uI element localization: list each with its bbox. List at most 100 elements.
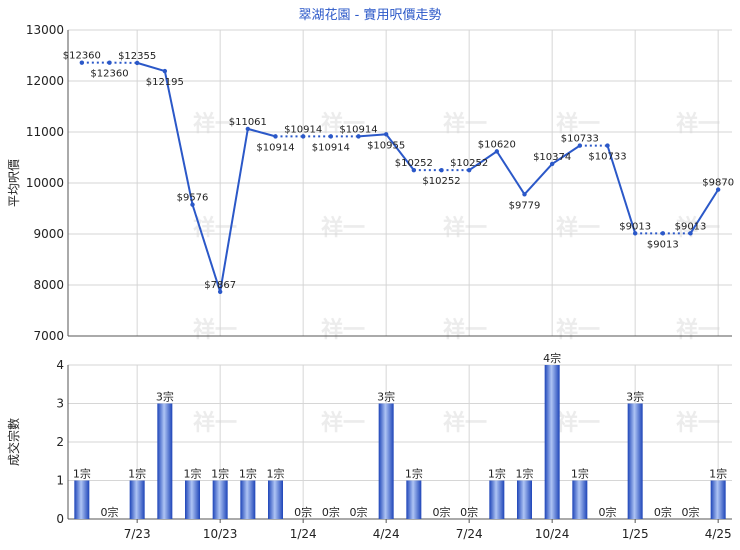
bar bbox=[268, 480, 283, 519]
watermark-text: 祥一 bbox=[443, 215, 487, 241]
bar bbox=[517, 480, 532, 519]
series-line-segment bbox=[689, 189, 720, 234]
watermark-text: 祥一 bbox=[443, 111, 487, 137]
x-tick-label: 7/23 bbox=[124, 527, 151, 541]
bar-value-label: 1宗 bbox=[211, 467, 229, 481]
y-tick-label: 0 bbox=[56, 512, 64, 526]
watermark-text: 祥一 bbox=[321, 317, 365, 343]
y-tick-label: 10000 bbox=[26, 176, 64, 190]
bar-value-label: 0宗 bbox=[101, 505, 119, 519]
y-tick-label: 11000 bbox=[26, 125, 64, 139]
data-point bbox=[549, 161, 555, 167]
watermark-text: 祥一 bbox=[443, 410, 487, 436]
bar-value-label: 0宗 bbox=[460, 505, 478, 519]
data-label: $9013 bbox=[619, 221, 651, 232]
bar-value-label: 0宗 bbox=[599, 505, 617, 519]
bar-value-label: 0宗 bbox=[682, 505, 700, 519]
bar-value-label: 1宗 bbox=[516, 467, 534, 481]
series-line-segment bbox=[495, 150, 526, 195]
x-tick-label: 7/24 bbox=[456, 527, 483, 541]
data-label: $10620 bbox=[478, 139, 516, 150]
series-line-segment bbox=[358, 133, 387, 138]
data-point bbox=[605, 143, 610, 148]
bar-value-label: 1宗 bbox=[571, 467, 589, 481]
watermark-text: 祥一 bbox=[443, 317, 487, 343]
series-line-segment bbox=[551, 144, 581, 165]
data-point bbox=[356, 134, 361, 139]
data-point bbox=[632, 231, 638, 236]
x-tick-label: 4/24 bbox=[373, 527, 400, 541]
chart-title: 翠湖花園 - 實用呎價走勢 bbox=[299, 7, 442, 23]
series-line-segment bbox=[191, 204, 222, 293]
data-label: $10914 bbox=[256, 142, 294, 153]
x-tick-label: 1/25 bbox=[622, 527, 649, 541]
transactions-bar-chart: 0 1 2 3 4 成交宗數 1宗 0宗 1宗 3宗 1宗 1宗 1宗 1宗 0宗 0宗 0宗 3宗 1宗 0宗 0宗 1… bbox=[6, 351, 732, 541]
y-tick-label: 4 bbox=[56, 358, 64, 372]
data-label: $10252 bbox=[395, 158, 433, 169]
y-tick-label: 2 bbox=[56, 435, 64, 449]
bar-value-label: 1宗 bbox=[184, 467, 202, 481]
series-line-segment bbox=[385, 133, 415, 171]
data-point bbox=[466, 167, 472, 173]
watermark-text: 祥一 bbox=[556, 317, 600, 343]
watermark-text: 祥一 bbox=[556, 215, 600, 241]
y-axis-title: 成交宗數 bbox=[6, 418, 21, 466]
bar-value-label: 0宗 bbox=[294, 505, 312, 519]
watermark-text: 祥一 bbox=[321, 215, 365, 241]
y-tick-label: 8000 bbox=[33, 278, 64, 292]
series-line-segment bbox=[219, 128, 249, 292]
watermark-text: 祥一 bbox=[193, 317, 237, 343]
bar-value-label: 0宗 bbox=[433, 505, 451, 519]
series-line-segment bbox=[136, 61, 166, 73]
bar-value-label: 3宗 bbox=[156, 390, 174, 404]
data-label: $10252 bbox=[422, 176, 460, 187]
bar bbox=[572, 480, 588, 519]
bar bbox=[157, 403, 173, 519]
data-point bbox=[79, 60, 85, 65]
data-point bbox=[715, 187, 721, 192]
data-label: $7867 bbox=[204, 280, 236, 291]
bar bbox=[185, 480, 200, 519]
bar-value-label: 1宗 bbox=[405, 467, 423, 481]
data-point bbox=[245, 126, 251, 132]
x-tick-label: 10/23 bbox=[203, 527, 238, 541]
data-label: $10955 bbox=[367, 140, 405, 151]
data-label: $12360 bbox=[90, 69, 128, 80]
watermark-text: 祥一 bbox=[321, 410, 365, 436]
bar-value-label: 4宗 bbox=[543, 351, 561, 365]
watermark-text: 祥一 bbox=[556, 410, 600, 436]
bar bbox=[212, 480, 228, 519]
x-tick-label: 1/24 bbox=[290, 527, 317, 541]
bar-value-label: 0宗 bbox=[654, 505, 672, 519]
data-point bbox=[328, 134, 334, 139]
data-label: $10914 bbox=[339, 124, 377, 135]
data-point bbox=[162, 68, 168, 74]
bar bbox=[378, 403, 394, 519]
data-label: $9779 bbox=[509, 200, 541, 211]
data-point bbox=[300, 134, 306, 139]
bar bbox=[489, 480, 505, 519]
bar-value-label: 0宗 bbox=[322, 505, 340, 519]
y-tick-label: 1 bbox=[56, 474, 64, 488]
data-label: $9576 bbox=[177, 193, 209, 204]
bar bbox=[129, 480, 145, 519]
data-label: $10252 bbox=[450, 158, 488, 169]
watermark-text: 祥一 bbox=[676, 111, 720, 137]
bar-value-label: 0宗 bbox=[350, 505, 368, 519]
y-tick-label: 7000 bbox=[33, 329, 64, 343]
x-tick-label: 4/25 bbox=[705, 527, 732, 541]
watermark-text: 祥一 bbox=[321, 111, 365, 137]
series-line-segment bbox=[468, 150, 498, 171]
price-line-chart: 7000 8000 9000 10000 11000 12000 13000 平均呎價 $123… bbox=[7, 23, 734, 343]
bar-value-label: 1宗 bbox=[128, 467, 146, 481]
data-point bbox=[217, 289, 223, 294]
bar-value-label: 3宗 bbox=[626, 390, 644, 404]
data-label: $10733 bbox=[588, 152, 626, 163]
watermark-text: 祥一 bbox=[193, 111, 237, 137]
series-line-segment bbox=[163, 70, 194, 205]
data-label: $12195 bbox=[146, 77, 184, 88]
data-label: $10733 bbox=[561, 134, 599, 145]
y-tick-label: 13000 bbox=[26, 23, 64, 37]
bar-value-label: 1宗 bbox=[239, 467, 257, 481]
